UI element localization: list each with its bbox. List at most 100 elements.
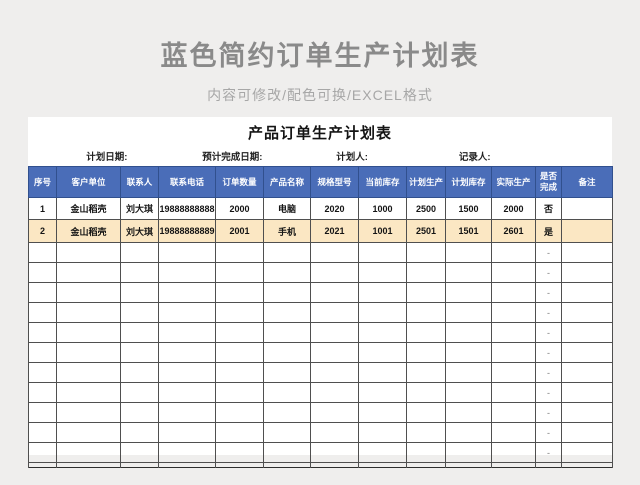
table-cell[interactable] — [28, 362, 57, 383]
table-cell[interactable] — [358, 262, 407, 283]
table-cell[interactable] — [56, 342, 121, 363]
table-cell[interactable]: 2001 — [215, 219, 264, 243]
completion-placeholder-cell[interactable]: - — [535, 402, 562, 423]
table-cell[interactable] — [358, 422, 407, 443]
table-cell[interactable] — [215, 402, 264, 423]
table-cell[interactable] — [120, 342, 159, 363]
table-cell[interactable] — [491, 302, 536, 323]
table-cell[interactable] — [561, 262, 613, 283]
table-cell[interactable]: 19888888889 — [158, 219, 216, 243]
table-cell[interactable] — [406, 282, 446, 303]
table-cell[interactable] — [215, 422, 264, 443]
table-cell[interactable] — [491, 242, 536, 263]
table-cell[interactable] — [445, 282, 492, 303]
table-cell[interactable] — [561, 242, 613, 263]
table-cell[interactable] — [120, 422, 159, 443]
table-cell[interactable] — [491, 262, 536, 283]
table-cell[interactable] — [491, 442, 536, 463]
table-cell[interactable]: 刘大琪 — [120, 219, 159, 243]
table-cell[interactable] — [158, 282, 216, 303]
table-cell[interactable] — [56, 322, 121, 343]
table-cell[interactable] — [263, 302, 311, 323]
table-cell[interactable]: 2020 — [310, 197, 359, 220]
table-cell[interactable] — [28, 282, 57, 303]
table-cell[interactable] — [56, 302, 121, 323]
table-cell[interactable] — [158, 422, 216, 443]
table-cell[interactable] — [28, 322, 57, 343]
table-cell[interactable] — [445, 242, 492, 263]
table-cell[interactable] — [358, 402, 407, 423]
table-cell[interactable] — [120, 242, 159, 263]
table-cell[interactable] — [310, 322, 359, 343]
table-cell[interactable] — [56, 362, 121, 383]
table-cell[interactable] — [358, 362, 407, 383]
table-cell[interactable] — [28, 342, 57, 363]
table-cell[interactable] — [358, 382, 407, 403]
table-cell[interactable] — [445, 322, 492, 343]
table-cell[interactable] — [358, 322, 407, 343]
table-cell[interactable] — [215, 262, 264, 283]
table-cell[interactable] — [215, 342, 264, 363]
table-cell[interactable] — [215, 282, 264, 303]
table-cell[interactable] — [406, 402, 446, 423]
table-cell[interactable] — [120, 402, 159, 423]
table-cell[interactable] — [28, 302, 57, 323]
table-cell[interactable]: 19888888888 — [158, 197, 216, 220]
table-cell[interactable] — [120, 362, 159, 383]
table-cell[interactable]: 2000 — [491, 197, 536, 220]
completion-placeholder-cell[interactable]: - — [535, 442, 562, 463]
completion-placeholder-cell[interactable]: - — [535, 422, 562, 443]
table-cell[interactable] — [445, 402, 492, 423]
table-cell[interactable]: 2021 — [310, 219, 359, 243]
table-cell[interactable] — [406, 422, 446, 443]
table-cell[interactable] — [215, 302, 264, 323]
table-cell[interactable] — [56, 242, 121, 263]
table-cell[interactable] — [358, 242, 407, 263]
table-cell[interactable] — [263, 342, 311, 363]
table-cell[interactable] — [445, 422, 492, 443]
table-cell[interactable]: 电脑 — [263, 197, 311, 220]
table-cell[interactable] — [263, 362, 311, 383]
table-cell[interactable] — [445, 382, 492, 403]
table-cell[interactable]: 2500 — [406, 197, 446, 220]
table-cell[interactable] — [406, 262, 446, 283]
table-cell[interactable] — [406, 442, 446, 463]
completion-placeholder-cell[interactable]: - — [535, 322, 562, 343]
table-cell[interactable] — [561, 219, 613, 243]
table-cell[interactable] — [56, 262, 121, 283]
table-cell[interactable] — [158, 322, 216, 343]
table-cell[interactable] — [406, 382, 446, 403]
table-cell[interactable] — [158, 342, 216, 363]
table-cell[interactable] — [263, 322, 311, 343]
table-cell[interactable] — [310, 362, 359, 383]
table-cell[interactable] — [263, 242, 311, 263]
table-cell[interactable] — [120, 322, 159, 343]
table-cell[interactable] — [358, 442, 407, 463]
table-cell[interactable] — [28, 442, 57, 463]
table-cell[interactable]: 2 — [28, 219, 57, 243]
table-cell[interactable] — [263, 262, 311, 283]
table-cell[interactable] — [120, 282, 159, 303]
table-cell[interactable] — [561, 382, 613, 403]
table-cell[interactable] — [28, 262, 57, 283]
table-cell[interactable] — [28, 242, 57, 263]
table-cell[interactable] — [56, 282, 121, 303]
completion-placeholder-cell[interactable]: - — [535, 242, 562, 263]
table-cell[interactable] — [120, 262, 159, 283]
table-cell[interactable] — [56, 382, 121, 403]
table-cell[interactable] — [56, 402, 121, 423]
table-cell[interactable] — [491, 282, 536, 303]
table-cell[interactable]: 2501 — [406, 219, 446, 243]
table-cell[interactable] — [158, 442, 216, 463]
table-cell[interactable] — [406, 242, 446, 263]
table-cell[interactable] — [263, 422, 311, 443]
completion-placeholder-cell[interactable]: - — [535, 382, 562, 403]
table-cell[interactable] — [158, 262, 216, 283]
table-cell[interactable] — [215, 322, 264, 343]
table-cell[interactable] — [263, 282, 311, 303]
table-cell[interactable] — [491, 402, 536, 423]
table-cell[interactable] — [120, 382, 159, 403]
table-cell[interactable] — [28, 402, 57, 423]
table-cell[interactable] — [406, 362, 446, 383]
table-cell[interactable] — [491, 362, 536, 383]
